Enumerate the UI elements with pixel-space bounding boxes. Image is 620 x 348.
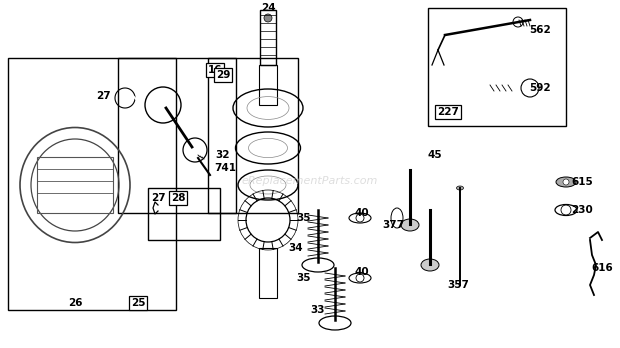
Text: 29: 29 <box>216 70 230 80</box>
Text: 40: 40 <box>355 208 370 218</box>
Bar <box>428 8 566 126</box>
Ellipse shape <box>401 219 419 231</box>
Text: 615: 615 <box>571 177 593 187</box>
Text: 24: 24 <box>260 3 275 13</box>
Text: 32: 32 <box>216 150 230 160</box>
Text: 27: 27 <box>95 91 110 101</box>
Bar <box>37 157 113 213</box>
Bar <box>259 248 277 298</box>
Text: 26: 26 <box>68 298 82 308</box>
Text: 357: 357 <box>447 280 469 290</box>
Circle shape <box>264 14 272 22</box>
Text: 28: 28 <box>170 193 185 203</box>
Text: 377: 377 <box>382 220 404 230</box>
Text: 592: 592 <box>529 83 551 93</box>
Text: 16: 16 <box>208 65 222 75</box>
Text: 562: 562 <box>529 25 551 35</box>
Text: 35: 35 <box>297 273 311 283</box>
Text: 34: 34 <box>289 243 303 253</box>
Text: 227: 227 <box>437 107 459 117</box>
Ellipse shape <box>421 259 439 271</box>
Bar <box>148 188 220 240</box>
Text: 27: 27 <box>151 193 166 203</box>
Ellipse shape <box>456 186 464 190</box>
Text: eReplacementParts.com: eReplacementParts.com <box>242 176 378 186</box>
Text: 45: 45 <box>428 150 442 160</box>
Bar <box>260 10 276 65</box>
Text: 741: 741 <box>214 163 236 173</box>
Ellipse shape <box>556 177 576 187</box>
Bar <box>118 58 236 213</box>
Text: 25: 25 <box>131 298 145 308</box>
Circle shape <box>563 179 569 185</box>
Text: 35: 35 <box>297 213 311 223</box>
Text: 40: 40 <box>355 267 370 277</box>
Text: 230: 230 <box>571 205 593 215</box>
Bar <box>259 65 277 105</box>
Text: 616: 616 <box>591 263 613 273</box>
Bar <box>208 58 298 213</box>
Bar <box>8 58 176 310</box>
Text: 33: 33 <box>311 305 326 315</box>
